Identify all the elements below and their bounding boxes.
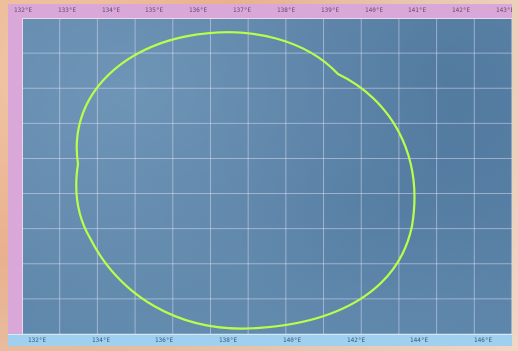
bottom-ruler-label: 134°E	[92, 337, 111, 344]
bottom-coordinate-ruler: 132°E 134°E 136°E 138°E 140°E 142°E 144°E 146°E	[8, 334, 512, 346]
bottom-ruler-label: 132°E	[28, 337, 47, 344]
bottom-ruler-label: 140°E	[283, 337, 302, 344]
left-coordinate-ruler: 30°N29°N28°N27°N26°N25°N24°N23°N	[8, 18, 23, 334]
top-ruler-label: 134°E	[102, 7, 121, 14]
top-ruler-label: 138°E	[277, 7, 296, 14]
top-ruler-label: 139°E	[321, 7, 340, 14]
map-grid	[22, 18, 512, 334]
bottom-ruler-label: 136°E	[155, 337, 174, 344]
top-ruler-label: 141°E	[408, 7, 427, 14]
bottom-ruler-label: 146°E	[474, 337, 493, 344]
top-ruler-label: 133°E	[58, 7, 77, 14]
map-window[interactable]: 132°E 133°E 134°E 135°E 136°E 137°E 138°E 139°E…	[8, 4, 512, 346]
top-ruler-label: 143°E	[496, 7, 512, 14]
top-ruler-label: 137°E	[233, 7, 252, 14]
top-ruler-label: 136°E	[189, 7, 208, 14]
bottom-ruler-label: 142°E	[347, 337, 366, 344]
bottom-ruler-label: 138°E	[219, 337, 238, 344]
top-ruler-label: 140°E	[365, 7, 384, 14]
top-ruler-label: 142°E	[452, 7, 471, 14]
top-ruler-label: 132°E	[14, 7, 33, 14]
top-ruler-label: 135°E	[145, 7, 164, 14]
top-coordinate-ruler: 132°E 133°E 134°E 135°E 136°E 137°E 138°E 139°E…	[8, 4, 512, 19]
bottom-ruler-label: 144°E	[410, 337, 429, 344]
